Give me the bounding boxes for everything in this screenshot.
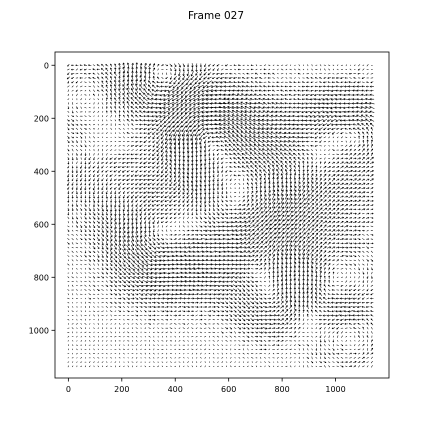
quiver-arrows (66, 62, 375, 368)
y-tick-label: 400 (34, 167, 49, 176)
y-tick-label: 200 (34, 114, 49, 123)
x-tick-label: 1000 (325, 385, 345, 394)
y-tick-label: 800 (34, 273, 49, 282)
chart-title: Frame 027 (188, 10, 244, 22)
quiver-arrow-paths (66, 62, 375, 368)
x-tick-label: 200 (114, 385, 129, 394)
x-tick-label: 400 (168, 385, 183, 394)
y-tick-label: 1000 (29, 326, 49, 335)
y-tick-label: 600 (34, 220, 49, 229)
y-axis: 0 200 400 600 800 1000 (29, 61, 55, 335)
plot-area (54, 51, 390, 379)
axes-frame (54, 51, 390, 379)
x-tick-label: 600 (221, 385, 236, 394)
x-tick-label: 0 (66, 385, 71, 394)
x-axis: 0 200 400 600 800 1000 (66, 378, 346, 394)
x-tick-label: 800 (274, 385, 289, 394)
y-tick-label: 0 (44, 61, 49, 70)
